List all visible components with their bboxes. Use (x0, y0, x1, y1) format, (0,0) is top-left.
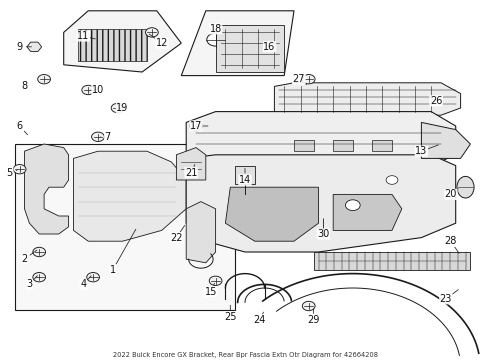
Text: 8: 8 (22, 81, 27, 91)
FancyBboxPatch shape (372, 140, 392, 151)
Circle shape (82, 85, 95, 95)
Text: 17: 17 (190, 121, 202, 131)
Polygon shape (27, 42, 42, 51)
Polygon shape (421, 122, 470, 158)
Text: 11: 11 (77, 31, 89, 41)
Text: 19: 19 (117, 103, 128, 113)
Text: 9: 9 (17, 42, 23, 52)
Polygon shape (186, 112, 456, 173)
Text: 2: 2 (22, 254, 27, 264)
Polygon shape (78, 29, 147, 61)
Circle shape (209, 276, 222, 285)
Polygon shape (216, 25, 284, 72)
Text: 27: 27 (293, 74, 305, 84)
Text: 16: 16 (264, 42, 275, 52)
FancyBboxPatch shape (294, 140, 314, 151)
Text: 30: 30 (318, 229, 329, 239)
Text: 22: 22 (170, 233, 183, 243)
Polygon shape (176, 148, 206, 180)
Text: 29: 29 (307, 315, 320, 325)
Polygon shape (274, 83, 461, 115)
Ellipse shape (457, 176, 474, 198)
Circle shape (87, 273, 99, 282)
Polygon shape (186, 155, 456, 252)
Circle shape (33, 247, 46, 257)
FancyBboxPatch shape (333, 140, 353, 151)
Text: 2022 Buick Encore GX Bracket, Rear Bpr Fascia Extn Otr Diagram for 42664208: 2022 Buick Encore GX Bracket, Rear Bpr F… (113, 352, 377, 358)
Polygon shape (235, 166, 255, 184)
Circle shape (111, 103, 124, 113)
Text: 26: 26 (430, 96, 442, 106)
Text: 7: 7 (105, 132, 111, 142)
Circle shape (345, 200, 360, 211)
Text: 12: 12 (155, 38, 168, 48)
Text: 10: 10 (92, 85, 104, 95)
Text: 21: 21 (185, 168, 197, 178)
Text: 1: 1 (110, 265, 116, 275)
Text: 13: 13 (415, 146, 427, 156)
Circle shape (38, 75, 50, 84)
Circle shape (302, 301, 315, 311)
Text: 4: 4 (80, 279, 86, 289)
Polygon shape (186, 202, 216, 263)
Circle shape (13, 165, 26, 174)
Polygon shape (181, 11, 294, 76)
Text: 25: 25 (224, 312, 237, 322)
Polygon shape (24, 144, 69, 234)
Text: 6: 6 (17, 121, 23, 131)
Polygon shape (64, 11, 181, 72)
Text: 14: 14 (239, 175, 251, 185)
Polygon shape (74, 151, 186, 241)
Text: 20: 20 (444, 189, 457, 199)
Text: 15: 15 (204, 287, 217, 297)
Circle shape (146, 28, 158, 37)
Circle shape (92, 132, 104, 141)
Polygon shape (15, 144, 235, 310)
Circle shape (386, 176, 398, 184)
Polygon shape (314, 252, 470, 270)
Polygon shape (225, 187, 318, 241)
Polygon shape (333, 194, 402, 230)
Circle shape (302, 75, 315, 84)
Text: 3: 3 (26, 279, 32, 289)
Circle shape (190, 121, 202, 131)
Circle shape (207, 33, 224, 46)
Text: 23: 23 (440, 294, 452, 304)
Text: 28: 28 (444, 236, 457, 246)
Text: 5: 5 (7, 168, 13, 178)
Text: 18: 18 (210, 24, 221, 34)
Text: 24: 24 (253, 315, 266, 325)
Circle shape (33, 273, 46, 282)
